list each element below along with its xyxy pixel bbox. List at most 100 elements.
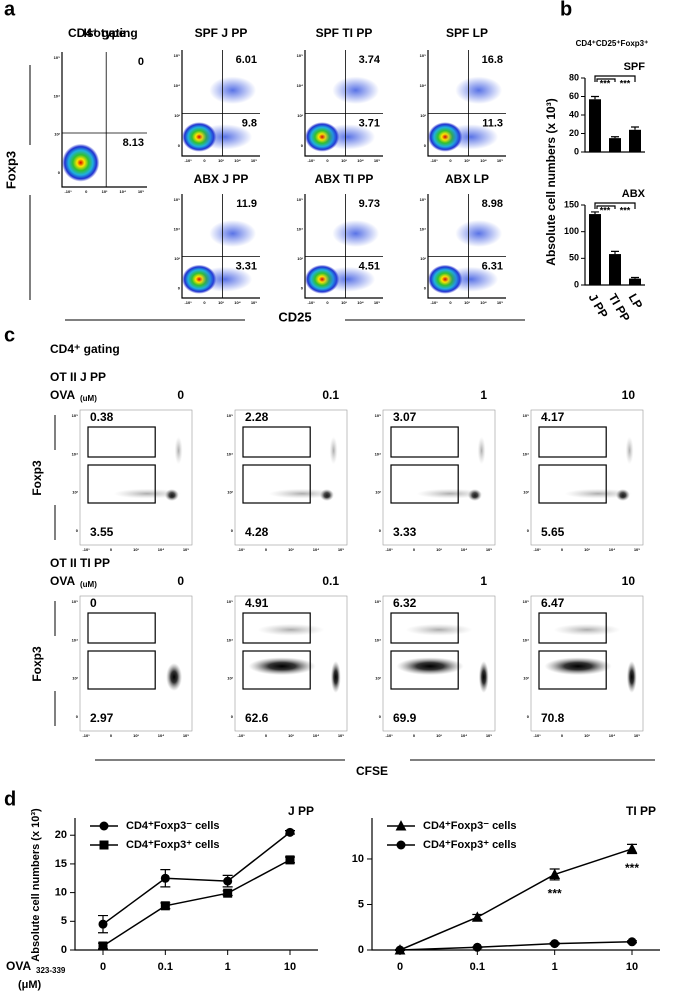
marker [395,820,407,831]
gate [87,464,156,504]
flow-tick-label: 0 [265,733,268,738]
x-axis-label: OVA [6,959,31,973]
flow-tick-label: 10⁴ [158,733,164,738]
bar [609,138,621,152]
marker [396,840,406,850]
flow-tick-label: 10⁴ [461,547,467,552]
flow-tick-label: 10³ [227,676,233,681]
flow-tick-label: 0 [561,733,564,738]
quadrant-value: 6.31 [482,260,503,272]
legend-label: CD4⁺Foxp3⁻ cells [126,820,220,832]
plot-label: SPF TI PP [316,26,373,40]
flow-tick-label: 0 [231,528,234,533]
flow-tick-label: 10⁴ [357,158,363,163]
population [405,623,473,636]
flow-tick-label: 0 [178,143,181,148]
flow-tick-label: -10³ [307,158,315,163]
x-tick-label: 10 [284,961,296,973]
marker [98,941,108,951]
flow-tick-label: 0 [527,528,530,533]
significance: *** [600,205,611,215]
flow-tick-label: 10⁵ [183,547,189,552]
significance: *** [600,78,611,88]
flow-tick-label: 10⁵ [174,197,180,202]
flow-tick-label: 10⁵ [486,547,492,552]
population [455,220,503,248]
x-tick-label: 0 [397,961,403,973]
flow-tick-label: 10⁵ [374,300,380,305]
flow-tick-label: 0 [326,300,329,305]
flow-tick-label: 10⁵ [297,53,303,58]
flow-tick-label: -10³ [64,189,72,194]
flow-tick-label: 10⁵ [497,300,503,305]
flow-tick-label: 10³ [464,158,470,163]
x-tick-label: LP [626,291,646,311]
y-tick-label: 0 [574,146,579,156]
ova-label: OVA [50,574,75,588]
flow-tick-label: 10⁴ [523,451,529,456]
flow-tick-label: -10³ [237,733,245,738]
flow-tick-label: 0 [231,714,234,719]
y-tick-label: 60 [569,91,579,101]
flow-tick-label: 10³ [54,132,60,137]
flow-tick-label: 10⁴ [54,93,60,98]
bracket [596,205,616,209]
population [166,663,183,691]
flow-tick-label: 10³ [584,547,590,552]
bar [629,129,641,152]
flow-tick-label: 10⁴ [313,547,319,552]
x-axis-label-unit: (μM) [18,979,42,991]
flow-tick-label: 10⁵ [251,158,257,163]
flow-tick-label: -10³ [430,300,438,305]
gate-value: 62.6 [245,711,269,725]
flow-tick-label: 10⁴ [357,300,363,305]
bar [589,214,601,285]
population [332,76,380,105]
flow-tick-label: 0 [85,189,88,194]
plot-frame [382,595,496,732]
quadrant-value: 11.3 [482,118,503,130]
marker [395,945,405,955]
panel-letter: c [4,324,15,346]
bar [609,254,621,285]
flow-tick-label: 10⁵ [374,158,380,163]
y-tick-label: 20 [55,829,67,841]
significance: *** [625,861,639,875]
flow-tick-label: 10⁵ [634,733,640,738]
flow-tick-label: 0 [203,300,206,305]
gate [390,650,459,690]
flow-tick-label: 10³ [218,158,224,163]
flow-tick-label: 10⁵ [338,547,344,552]
series-line [102,831,291,925]
flow-tick-label: 10⁵ [375,413,381,418]
flow-tick-label: 10⁵ [486,733,492,738]
flow-tick-label: 10³ [102,189,108,194]
flow-tick-label: 0 [76,528,79,533]
population [416,488,484,499]
quadrant-value: 3.74 [359,54,381,66]
quadrant-value: 4.51 [359,260,380,272]
axis-line [371,818,660,951]
flow-tick-label: 10³ [341,158,347,163]
gate-value: 69.9 [393,711,417,725]
marker [626,843,638,854]
flow-tick-label: 0 [379,528,382,533]
flow-tick-label: 10³ [297,113,303,118]
gate [87,650,156,690]
concentration: 0.1 [322,574,339,588]
error-bar [611,250,619,255]
flow-tick-label: 10³ [218,300,224,305]
flow-tick-label: 10³ [420,113,426,118]
quadrant-value: 8.13 [123,137,144,149]
flow-tick-label: 10⁴ [480,300,486,305]
flow-tick-label: 0 [413,733,416,738]
flow-tick-label: 10⁴ [375,637,381,642]
y-tick-label: 20 [569,128,579,138]
x-tick-label: 10 [626,961,638,973]
population [209,220,257,248]
y-tick-label: 0 [574,279,579,289]
population [396,657,464,676]
flow-tick-label: 10⁴ [480,158,486,163]
